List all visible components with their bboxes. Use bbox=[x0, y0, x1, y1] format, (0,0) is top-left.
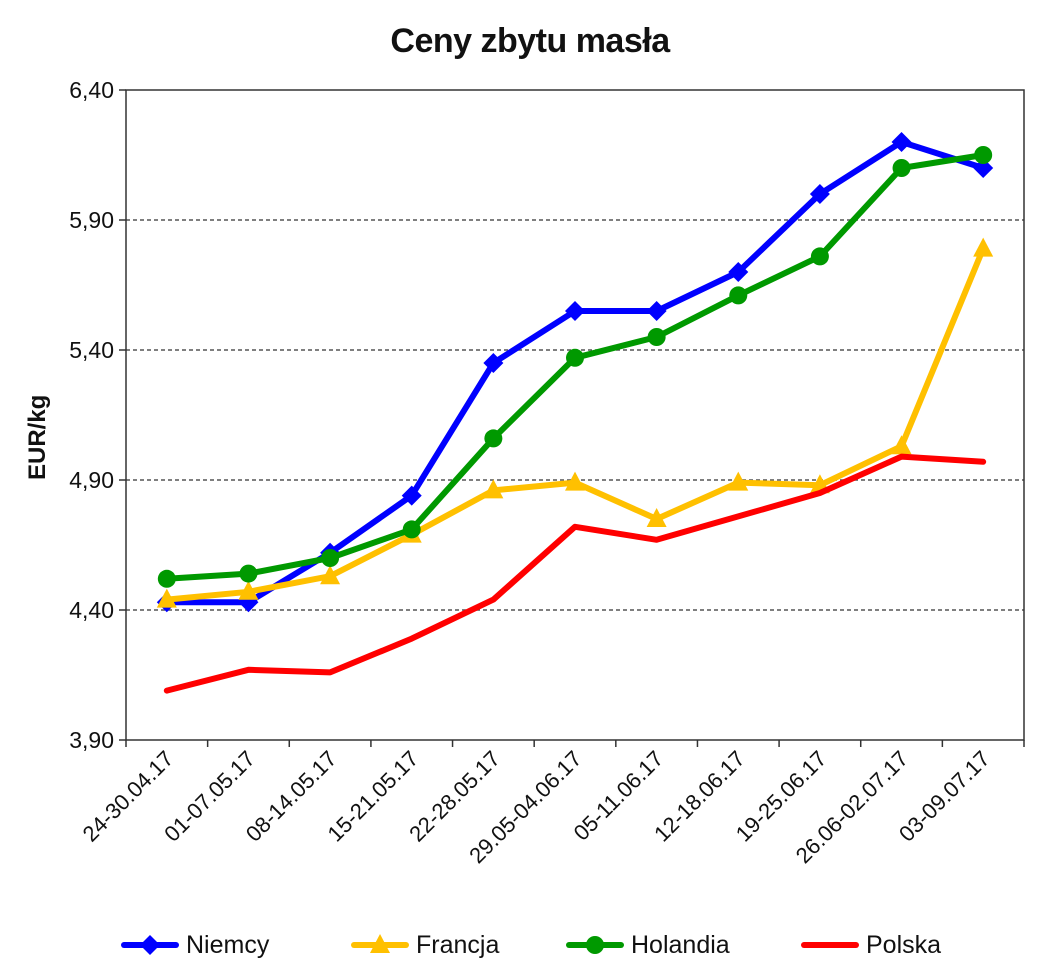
legend-swatch bbox=[121, 935, 179, 955]
data-point-niemcy bbox=[973, 158, 994, 178]
legend-item-polska: Polska bbox=[800, 925, 941, 965]
data-point-francja bbox=[646, 508, 667, 527]
y-tick-label: 4,90 bbox=[69, 467, 114, 493]
legend-swatch bbox=[801, 942, 859, 948]
data-point-holandia bbox=[321, 549, 340, 567]
legend-label: Francja bbox=[416, 930, 500, 959]
data-point-holandia bbox=[974, 146, 993, 164]
data-point-holandia bbox=[239, 564, 258, 583]
data-point-francja bbox=[156, 588, 177, 608]
data-point-holandia bbox=[484, 429, 503, 448]
legend-label: Polska bbox=[866, 930, 942, 959]
data-point-holandia bbox=[647, 328, 666, 346]
data-point-niemcy bbox=[646, 301, 667, 321]
series-line-holandia bbox=[163, 152, 987, 582]
y-tick-label: 5,90 bbox=[69, 207, 114, 233]
y-tick-label: 4,40 bbox=[69, 597, 114, 623]
data-point-niemcy bbox=[483, 353, 504, 373]
legend-item-niemcy: Niemcy bbox=[120, 925, 269, 965]
data-point-francja bbox=[483, 479, 504, 499]
legend-item-francja: Francja bbox=[350, 925, 499, 965]
data-point-niemcy bbox=[401, 485, 422, 506]
data-point-holandia bbox=[892, 159, 911, 177]
series-line-polska bbox=[163, 453, 987, 694]
legend: Niemcy Francja Holandia Polska bbox=[120, 925, 1020, 965]
data-point-francja bbox=[728, 471, 749, 491]
legend-swatch bbox=[351, 934, 409, 953]
y-tick-label: 3,90 bbox=[69, 727, 114, 753]
data-point-francja bbox=[320, 565, 341, 585]
legend-label: Niemcy bbox=[186, 930, 270, 959]
data-point-holandia bbox=[810, 247, 829, 266]
data-point-holandia bbox=[729, 286, 748, 305]
y-tick-label: 6,40 bbox=[69, 77, 114, 103]
data-point-holandia bbox=[566, 348, 584, 367]
plot-frame bbox=[125, 89, 1025, 741]
data-point-niemcy bbox=[728, 262, 749, 282]
data-point-francja bbox=[973, 237, 994, 257]
data-point-niemcy bbox=[565, 301, 585, 321]
data-point-francja bbox=[891, 435, 912, 455]
legend-label: Holandia bbox=[631, 930, 730, 959]
data-point-francja bbox=[238, 580, 259, 600]
data-point-holandia bbox=[402, 520, 421, 539]
y-tick-label: 5,40 bbox=[69, 337, 114, 363]
chart-title: Ceny zbytu masła bbox=[390, 22, 670, 60]
data-point-niemcy bbox=[809, 184, 830, 204]
legend-swatch bbox=[566, 936, 624, 954]
data-point-holandia bbox=[157, 569, 176, 588]
data-point-niemcy bbox=[891, 132, 912, 152]
legend-item-holandia: Holandia bbox=[565, 925, 730, 965]
data-point-francja bbox=[565, 471, 585, 491]
